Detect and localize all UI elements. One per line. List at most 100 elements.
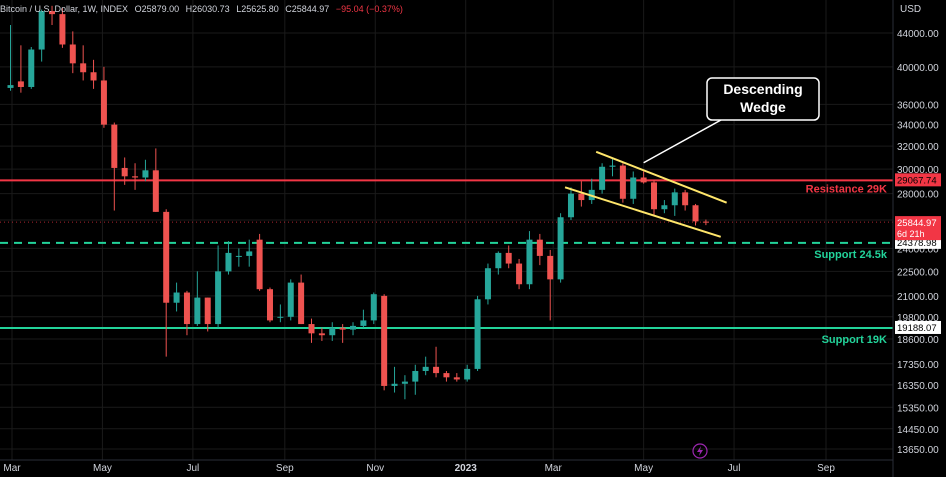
level-label: Resistance 29K (806, 183, 887, 195)
price-tick-label: 40000.00 (897, 63, 939, 74)
horizontal-lines: Resistance 29K Support 24.5k Support 19K (0, 179, 893, 346)
price-tick-label: 36000.00 (897, 100, 939, 111)
price-tick-label: 22500.00 (897, 267, 939, 278)
candle-down (381, 295, 388, 386)
candle-down (59, 14, 66, 45)
price-tag (895, 173, 941, 187)
price-tick-label: 13650.00 (897, 445, 939, 456)
wedge-lower-line (564, 186, 722, 238)
candle-up (630, 177, 637, 199)
annotation: Descending Wedge (643, 77, 820, 164)
candle-up (7, 85, 14, 88)
candle-down (619, 165, 626, 199)
candle-up (28, 49, 35, 87)
candle-down (453, 377, 460, 380)
wedge-upper-line (595, 150, 728, 204)
time-tick-label: May (93, 463, 112, 474)
ohlc-low: L25625.80 (236, 4, 279, 14)
annotation-pointer (643, 119, 722, 164)
time-tick-label: 2023 (455, 463, 478, 474)
lightning-icon (692, 443, 708, 459)
price-tag-label: 19188.07 (897, 323, 937, 334)
candle-up (370, 294, 377, 321)
price-tag-label: 29067.74 (897, 175, 937, 186)
candle-down (163, 211, 170, 303)
price-axis-currency: USD (900, 4, 921, 15)
ohlc-close: C25844.97 (285, 4, 330, 14)
candle-up (526, 239, 533, 285)
time-tick-label: Jul (728, 463, 741, 474)
price-axis: USD 13650.00 14450.00 15350.00 16350.00 17350… (892, 0, 941, 477)
time-tick-label: Jul (186, 463, 199, 474)
candle-down (132, 176, 139, 178)
time-axis: Mar May Jul Sep Nov 2023 Mar May Jul Sep (0, 443, 893, 474)
candle-down (266, 289, 273, 321)
candle-up (484, 268, 491, 300)
candle-up (567, 193, 574, 218)
candle-down (100, 80, 107, 125)
lightning-icon-bolt (697, 446, 703, 456)
last-price-countdown: 6d 21h (897, 229, 925, 239)
time-tick-label: Sep (276, 463, 294, 474)
candle-down (536, 239, 543, 256)
candle-up (329, 327, 336, 336)
candle-up (661, 205, 668, 210)
candle-up (391, 383, 398, 386)
candle-down (256, 239, 263, 290)
grid (0, 0, 893, 460)
candle-up (215, 271, 222, 325)
time-tick-label: Sep (817, 463, 835, 474)
time-tick-label: May (634, 463, 653, 474)
price-tick-label: 16350.00 (897, 381, 939, 392)
price-tick-label: 18600.00 (897, 335, 939, 346)
candle-down (651, 182, 658, 210)
candle-up (401, 381, 408, 384)
candle-up (246, 251, 253, 256)
last-price-tag (895, 216, 941, 241)
level-label: Support 19K (822, 334, 887, 346)
candle-up (671, 192, 678, 206)
candle-down (49, 11, 56, 15)
candle-down (308, 324, 315, 334)
candle-down (433, 366, 440, 374)
time-tick-label: Mar (3, 463, 21, 474)
candle-up (173, 292, 180, 303)
candle-down (578, 193, 585, 201)
candle-up (277, 316, 284, 318)
annotation-text: Wedge (740, 99, 786, 115)
candle-up (422, 366, 429, 371)
candle-down (90, 72, 97, 81)
symbol-header: Bitcoin / U.S. Dollar, 1W, INDEX O25879.… (0, 4, 407, 14)
candle-down (318, 333, 325, 336)
last-price-label: 25844.97 (897, 218, 937, 229)
symbol-title[interactable]: Bitcoin / U.S. Dollar, 1W, INDEX (0, 4, 129, 14)
candle-down (682, 192, 689, 206)
candles (7, 5, 709, 400)
candle-up (412, 370, 419, 382)
candle-down (80, 63, 87, 73)
annotation-text: Descending (723, 81, 802, 97)
wedge-lines (564, 150, 728, 238)
price-tick-label: 14450.00 (897, 425, 939, 436)
candle-down (69, 44, 76, 64)
candle-up (474, 299, 481, 369)
price-tick-label: 21000.00 (897, 292, 939, 303)
price-tick-label: 15350.00 (897, 403, 939, 414)
price-tick-label: 19800.00 (897, 313, 939, 324)
candle-up (142, 170, 149, 178)
candle-down (111, 124, 118, 168)
candle-down (640, 177, 647, 183)
candle-up (495, 252, 502, 269)
price-tag (895, 320, 941, 334)
candle-down (702, 221, 709, 223)
candle-up (194, 297, 201, 325)
candle-down (339, 327, 346, 330)
price-tick-label: 30000.00 (897, 165, 939, 176)
candle-down (547, 255, 554, 280)
candle-down (443, 373, 450, 378)
ohlc-open: O25879.00 (134, 4, 180, 14)
candle-up (38, 11, 45, 50)
price-tick-label: 24000.00 (897, 244, 939, 255)
